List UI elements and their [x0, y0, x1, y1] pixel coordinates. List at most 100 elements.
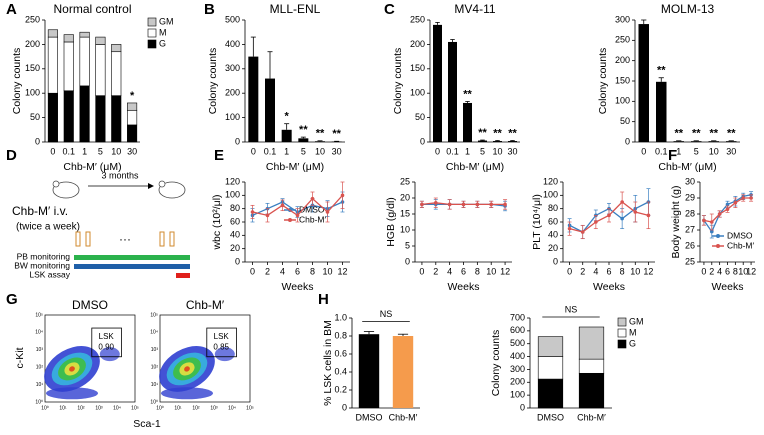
legend-swatch	[147, 17, 157, 27]
bar	[638, 24, 649, 142]
x-tick-label: 10	[315, 146, 325, 156]
y-axis-label: HGB (g/dl)	[385, 197, 397, 247]
bar-segment	[578, 326, 605, 360]
flow-y-tick: 10³	[36, 347, 44, 353]
x-tick-label: 4	[280, 266, 285, 276]
y-tick-label: 80	[230, 203, 240, 213]
legend-label: G	[629, 338, 636, 348]
significance-label: **	[674, 128, 683, 140]
significance-label: **	[332, 128, 341, 140]
panel-label: E	[214, 147, 224, 164]
bar-segment	[79, 36, 90, 87]
x-axis-label: Weeks	[448, 281, 480, 293]
bar-segment	[537, 356, 564, 380]
point	[717, 212, 722, 216]
y-tick-label: 120	[225, 176, 240, 186]
point	[340, 193, 345, 198]
x-tick-label: DMSO	[356, 412, 383, 422]
x-tick-label: 10	[709, 146, 719, 156]
y-tick-label: 26	[685, 240, 695, 250]
y-tick-label: 0	[342, 402, 347, 412]
x-tick-label: 4	[717, 266, 722, 276]
significance-label: **	[493, 127, 502, 139]
flow-x-tick: 10²	[77, 405, 85, 411]
x-tick-label: 30	[332, 146, 342, 156]
significance-label: **	[727, 128, 736, 140]
x-tick-label: 10	[630, 266, 640, 276]
y-tick-label: 80	[548, 203, 558, 213]
density-cloud	[161, 387, 213, 400]
legend-label: M	[629, 327, 637, 337]
point	[607, 213, 611, 218]
x-tick-label: 1	[676, 146, 681, 156]
x-tick-label: 30	[127, 146, 137, 156]
density-cloud	[69, 366, 75, 372]
bar-segment	[537, 378, 564, 409]
lsk-gate	[91, 327, 122, 358]
bar	[281, 129, 292, 142]
y-tick-label: 300	[510, 364, 525, 374]
lsk-gate	[206, 327, 237, 358]
y-tick-label: 5	[405, 240, 410, 250]
x-tick-label: 12	[746, 266, 756, 276]
bar	[726, 141, 737, 142]
error-bar	[250, 36, 256, 57]
mouse-ear	[158, 180, 166, 188]
gate-label: LSK	[214, 332, 230, 341]
bar-segment	[79, 31, 90, 38]
bar	[448, 41, 457, 142]
legend-label: DMSO	[299, 204, 325, 214]
point	[741, 196, 746, 200]
y-tick-label: 27	[685, 224, 695, 234]
bar-segment	[578, 358, 605, 374]
legend-label: M	[159, 27, 167, 37]
panel-label: D	[6, 147, 17, 164]
bar-segment	[79, 85, 90, 143]
x-tick-label: 0.1	[62, 146, 75, 156]
significance-label: *	[285, 111, 290, 123]
flow-x-tick: 10³	[95, 405, 103, 411]
y-axis-label: Colony counts	[207, 48, 219, 115]
legend-swatch	[617, 317, 627, 327]
legend-swatch	[147, 28, 157, 38]
line	[703, 194, 752, 233]
y-tick-label: 25	[685, 256, 695, 266]
flow-y-tick: 10³	[151, 347, 159, 353]
y-tick-label: 700	[510, 312, 525, 322]
bar	[656, 81, 667, 142]
x-axis-label: Chb-M′ (μM)	[266, 161, 324, 173]
error-bar	[435, 22, 440, 25]
y-tick-label: 50	[620, 116, 630, 126]
point	[310, 196, 315, 201]
error-bar	[450, 39, 455, 42]
mouse-diagram	[52, 180, 190, 278]
x-tick-label: 0	[419, 266, 424, 276]
point	[709, 220, 714, 224]
legend-label: Chb-M′	[727, 240, 755, 250]
flow-x-tick: 10⁴	[113, 405, 121, 411]
significance-label: **	[299, 124, 308, 136]
x-tick-label: 4	[593, 266, 598, 276]
error-bar	[300, 136, 306, 139]
ns-label: NS	[565, 304, 578, 314]
bar	[298, 138, 309, 142]
x-axis-label: Chb-M′ (μM)	[658, 161, 716, 173]
y-tick-label: 50	[415, 112, 425, 122]
flow-y-tick: 10⁴	[150, 330, 158, 336]
y-tick-label: 200	[615, 55, 630, 65]
bar-segment	[578, 372, 605, 409]
x-tick-label: 6	[461, 266, 466, 276]
x-tick-label: 8	[620, 266, 625, 276]
x-tick-label: 0	[435, 146, 440, 156]
point	[280, 203, 285, 208]
x-tick-label: 4	[447, 266, 452, 276]
flow-x-tick: 10⁵	[246, 405, 254, 411]
point	[420, 202, 424, 207]
bar-segment	[63, 90, 74, 143]
y-tick-label: 30	[685, 176, 695, 186]
panel-label: F	[668, 147, 677, 164]
y-tick-label: 250	[410, 14, 425, 24]
bar	[315, 141, 325, 142]
bar	[248, 56, 259, 142]
legend-swatch	[617, 328, 627, 338]
